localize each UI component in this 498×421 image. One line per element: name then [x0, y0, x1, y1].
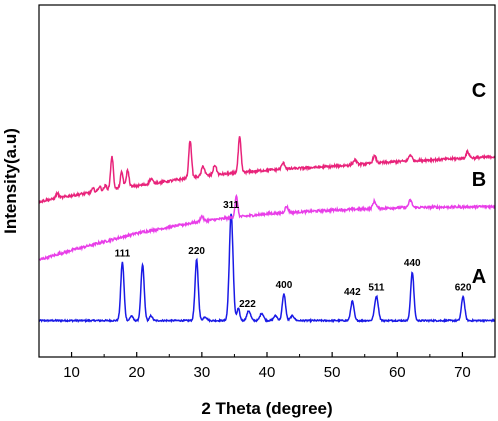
peak-label-442: 442: [344, 287, 361, 298]
peak-label-400: 400: [276, 280, 293, 291]
x-axis-title: 2 Theta (degree): [201, 399, 332, 418]
series-label-b: B: [472, 169, 486, 191]
x-tick-label-10: 10: [63, 364, 80, 381]
y-axis-title: Intensity(a.u): [1, 128, 20, 234]
series-line-a: [39, 213, 495, 324]
peak-label-222: 222: [239, 299, 256, 310]
x-tick-label-40: 40: [259, 364, 276, 381]
peak-label-620: 620: [455, 282, 472, 293]
x-tick-label-60: 60: [389, 364, 406, 381]
x-tick-label-20: 20: [128, 364, 145, 381]
series-label-c: C: [472, 80, 486, 102]
plot-frame: [38, 4, 496, 358]
x-tick-label-50: 50: [324, 364, 341, 381]
series-line-c: [39, 136, 495, 204]
series-label-a: A: [472, 266, 486, 288]
peak-label-440: 440: [404, 258, 421, 269]
peak-label-111: 111: [115, 248, 131, 259]
annotations-layer: 111 220 311 222 400 442 511 440 620 A B C: [115, 80, 487, 310]
x-tick-label-70: 70: [454, 364, 471, 381]
x-tick-label-30: 30: [194, 364, 211, 381]
series-layer: [39, 136, 495, 324]
series-line-b: [39, 193, 495, 261]
x-axis: 10 20 30 40 50 60 70: [38, 352, 496, 381]
peak-label-311: 311: [223, 200, 240, 211]
peak-label-220: 220: [188, 246, 205, 257]
peak-label-511: 511: [368, 282, 385, 293]
